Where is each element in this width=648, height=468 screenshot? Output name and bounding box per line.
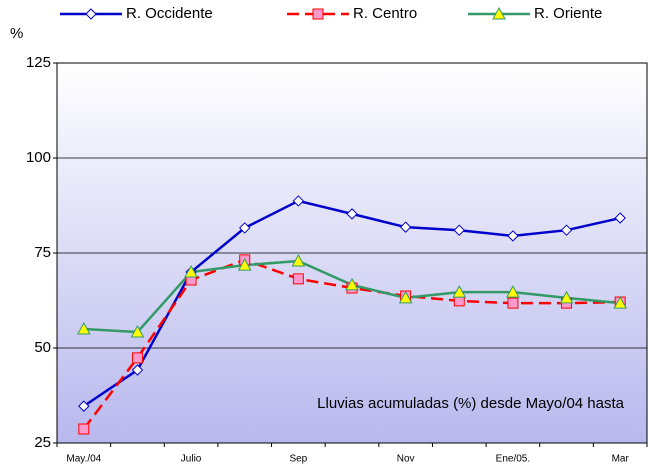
data-point xyxy=(453,224,465,236)
data-point xyxy=(239,222,251,234)
legend-marker xyxy=(85,8,97,20)
data-point xyxy=(559,290,574,304)
x-tick-label: Nov xyxy=(397,454,415,465)
x-tick-label: Julio xyxy=(181,454,202,465)
y-tick-label: 25 xyxy=(34,434,51,451)
data-point xyxy=(130,324,145,338)
data-point xyxy=(131,352,143,364)
x-tick-label: Mar xyxy=(612,454,630,465)
legend-marker xyxy=(312,8,324,20)
x-tick-label: Ene/05. xyxy=(496,454,530,465)
data-point xyxy=(78,400,90,412)
legend-label: R. Occidente xyxy=(126,5,213,22)
x-tick-label: Sep xyxy=(289,454,307,465)
data-point xyxy=(237,258,252,271)
legend-label: R. Centro xyxy=(353,5,417,22)
legend-label: R. Oriente xyxy=(534,5,602,22)
legend-marker xyxy=(492,6,506,20)
data-point xyxy=(613,296,628,309)
data-point xyxy=(452,285,467,298)
y-tick-label: 50 xyxy=(34,339,51,356)
y-tick-label: 75 xyxy=(34,244,51,261)
annotation: Lluvias acumuladas (%) desde Mayo/04 has… xyxy=(317,395,624,412)
data-point xyxy=(560,224,573,236)
y-tick-label: 100 xyxy=(26,149,51,166)
data-point xyxy=(345,277,359,291)
data-point xyxy=(614,212,626,224)
data-point xyxy=(507,297,519,309)
data-point xyxy=(292,195,305,207)
y-tick-label: 125 xyxy=(26,54,51,71)
data-point xyxy=(76,321,91,335)
data-point xyxy=(184,264,198,278)
data-point xyxy=(346,208,358,220)
data-point xyxy=(291,253,306,267)
data-point xyxy=(78,423,90,435)
x-tick-label: May./04 xyxy=(66,454,101,465)
data-point xyxy=(292,273,304,285)
data-point xyxy=(398,290,413,304)
data-point xyxy=(399,221,412,233)
y-axis-label: % xyxy=(10,25,23,42)
data-point xyxy=(506,285,520,298)
data-point xyxy=(507,230,519,242)
data-point xyxy=(131,364,144,376)
